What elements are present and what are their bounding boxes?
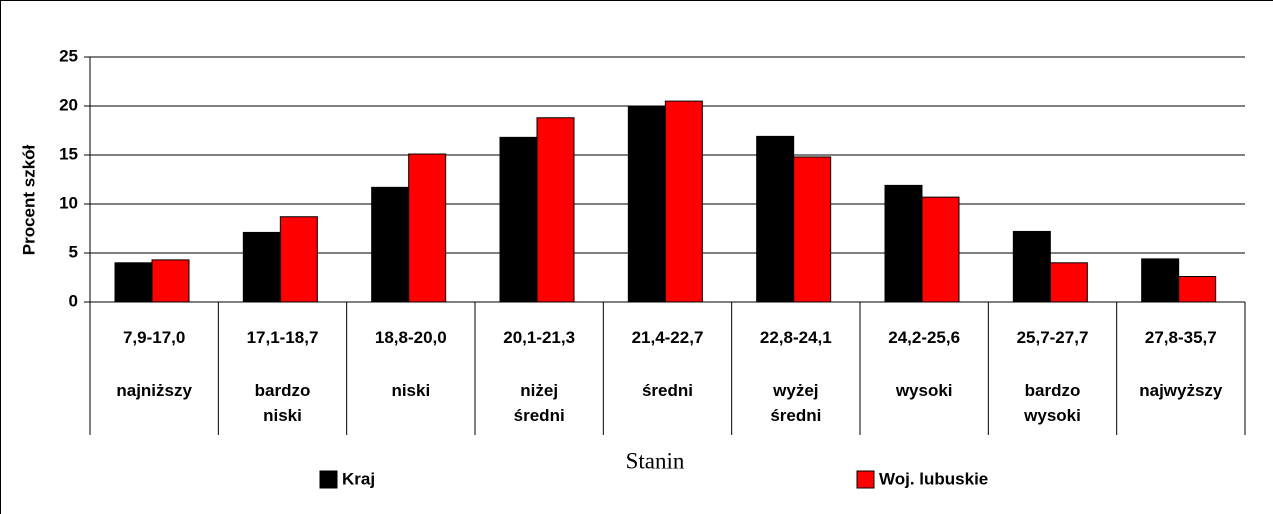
x-tick-label-text: 7,9-17,0: [122, 328, 186, 347]
x-tick-label: 27,8-35,7: [1117, 325, 1245, 350]
y-tick-label: 5: [69, 242, 78, 261]
bar: [408, 153, 447, 303]
bar: [756, 135, 795, 303]
bar: [627, 105, 666, 303]
x-tick-label-text: 20,1-21,3: [503, 328, 576, 347]
category-name: wyżej średni: [732, 378, 860, 428]
bar: [536, 117, 575, 303]
legend-swatch: [856, 470, 875, 489]
y-tick-label: 20: [59, 95, 78, 114]
x-tick-label-text: 27,8-35,7: [1144, 328, 1217, 347]
category-name-text: bardzo niski: [254, 381, 311, 425]
bar: [499, 136, 538, 303]
x-tick-label-text: 24,2-25,6: [888, 328, 961, 347]
bar: [371, 186, 410, 303]
bar: [1012, 230, 1051, 303]
category-name-text: bardzo wysoki: [1024, 381, 1081, 425]
bar: [114, 262, 153, 303]
x-tick-label: 22,8-24,1: [732, 325, 860, 350]
x-tick-label: 25,7-27,7: [988, 325, 1116, 350]
bar: [1141, 258, 1180, 303]
y-tick-label: 10: [59, 193, 78, 212]
y-tick-label: 25: [59, 46, 78, 65]
x-tick-label: 21,4-22,7: [603, 325, 731, 350]
x-tick-label: 7,9-17,0: [90, 325, 218, 350]
category-name: bardzo wysoki: [988, 378, 1116, 428]
legend-swatch: [319, 470, 338, 489]
bar: [664, 100, 703, 303]
bar: [279, 216, 318, 303]
category-name: najwyższy: [1117, 378, 1245, 403]
x-tick-label: 18,8-20,0: [347, 325, 475, 350]
category-name-text: najniższy: [116, 381, 192, 400]
x-tick-label: 20,1-21,3: [475, 325, 603, 350]
x-tick-label: 24,2-25,6: [860, 325, 988, 350]
category-name: średni: [603, 378, 731, 403]
legend-label: Woj. lubuskie: [879, 469, 988, 488]
category-name-text: wysoki: [895, 381, 953, 400]
bar: [884, 184, 923, 303]
bar: [151, 259, 190, 303]
category-name: wysoki: [860, 378, 988, 403]
x-tick-label-text: 18,8-20,0: [374, 328, 447, 347]
legend-label: Kraj: [342, 469, 375, 488]
category-name: niżej średni: [475, 378, 603, 428]
y-tick-label: 0: [69, 291, 78, 310]
x-axis-title: Stanin: [626, 448, 685, 473]
bar: [242, 231, 281, 303]
x-tick-label-text: 17,1-18,7: [246, 328, 319, 347]
x-tick-label-text: 22,8-24,1: [759, 328, 832, 347]
category-name-text: niski: [391, 381, 431, 400]
bar: [1178, 276, 1217, 303]
x-tick-label: 17,1-18,7: [218, 325, 346, 350]
category-name-text: średni: [641, 381, 693, 400]
category-name-text: najwyższy: [1139, 381, 1223, 400]
bar: [921, 196, 960, 303]
category-name: najniższy: [90, 378, 218, 403]
y-axis-title: Procent szkół: [19, 144, 38, 255]
bar: [1049, 262, 1088, 303]
category-name: niski: [347, 378, 475, 403]
x-tick-label-text: 21,4-22,7: [631, 328, 704, 347]
y-tick-label: 15: [59, 144, 78, 163]
category-name: bardzo niski: [218, 378, 346, 428]
category-name-text: niżej średni: [513, 381, 565, 425]
x-tick-label-text: 25,7-27,7: [1016, 328, 1089, 347]
bar: [793, 156, 832, 303]
category-name-text: wyżej średni: [770, 381, 822, 425]
